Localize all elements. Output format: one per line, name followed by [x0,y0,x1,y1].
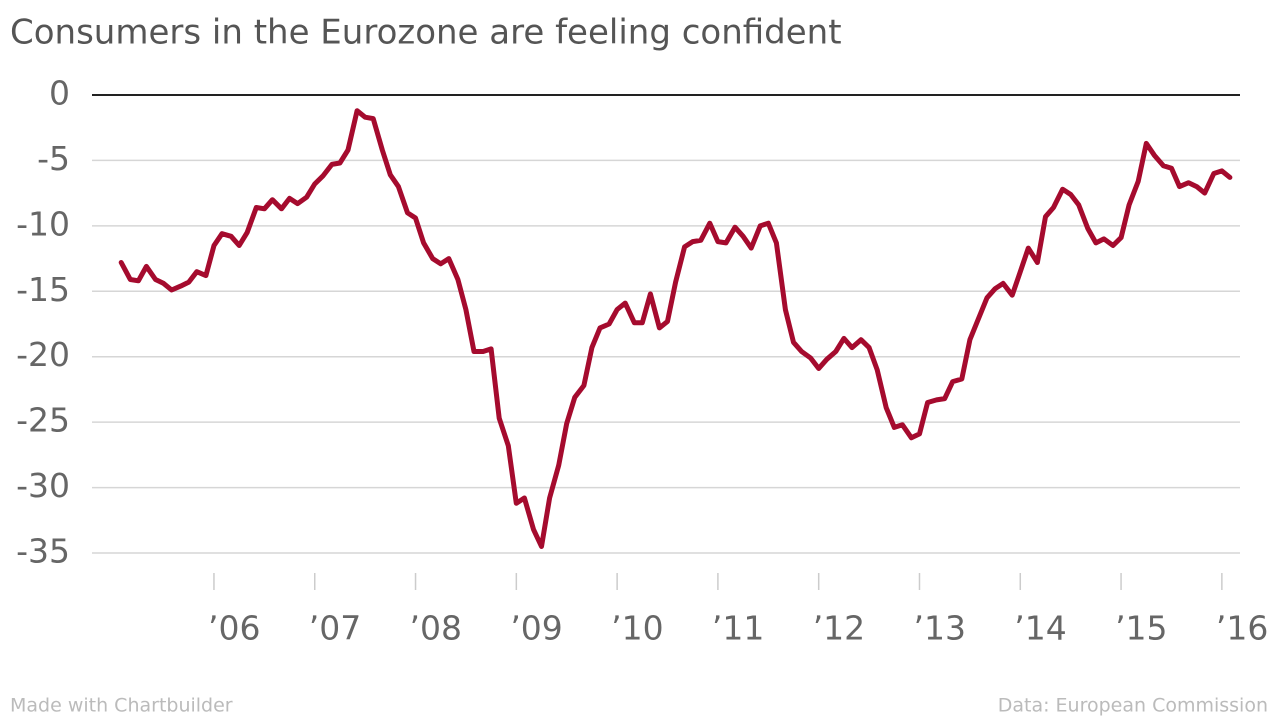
x-tick-label: ’12 [813,609,865,648]
y-tick-label: -15 [16,270,70,309]
y-tick-label: -20 [16,335,70,374]
y-tick-label: -35 [16,532,70,571]
source: Data: European Commission [998,695,1268,717]
x-tick-label: ’08 [410,609,462,648]
x-tick-label: ’11 [712,609,764,648]
credit: Made with Chartbuilder [10,695,233,717]
chart-title: Consumers in the Eurozone are feeling co… [10,13,842,53]
y-tick-label: -5 [37,139,70,178]
y-tick-label: -30 [16,466,70,505]
x-tick-label: ’16 [1216,609,1268,648]
x-tick-label: ’07 [309,609,361,648]
x-tick-label: ’06 [208,609,260,648]
x-tick-label: ’09 [510,609,562,648]
x-tick-label: ’10 [611,609,663,648]
x-tick-label: ’14 [1014,609,1066,648]
y-tick-label: 0 [49,74,70,113]
y-tick-label: -10 [16,204,70,243]
x-tick-label: ’15 [1115,609,1167,648]
x-tick-label: ’13 [913,609,965,648]
line [118,108,1233,549]
y-tick-label: -25 [16,401,70,440]
